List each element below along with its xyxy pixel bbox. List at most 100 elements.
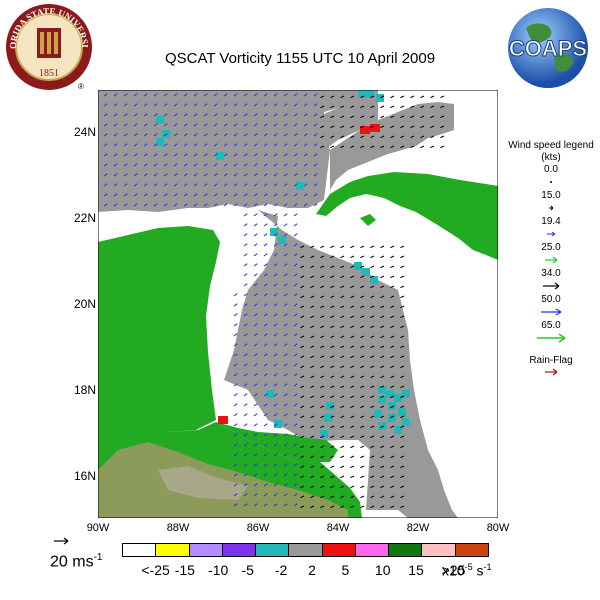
wind-vector (103, 163, 108, 167)
wind-vector (340, 435, 345, 439)
wind-vector (330, 505, 335, 509)
wind-vector (320, 445, 325, 449)
wind-vector (390, 255, 395, 259)
wind-vector (253, 123, 258, 127)
wind-vector (360, 505, 365, 509)
lat-label-24n: 24N (73, 125, 96, 139)
wind-vector (380, 315, 385, 319)
wind-vector (223, 113, 228, 117)
wind-vector (310, 495, 315, 499)
wind-vector (300, 375, 305, 379)
wind-vector (263, 143, 268, 147)
wind-legend-value: 19.4 (541, 216, 561, 227)
isle-of-youth (360, 214, 376, 226)
wind-vector (283, 453, 288, 457)
wind-vector (360, 115, 365, 119)
wind-vector (340, 95, 345, 99)
wind-vector (320, 255, 325, 259)
wind-vector (340, 405, 345, 409)
wind-vector (310, 415, 315, 419)
wind-legend-value: 65.0 (541, 320, 561, 331)
units-s: s (472, 562, 484, 579)
wind-vector (293, 223, 298, 227)
wind-vector (193, 193, 198, 197)
wind-vector (340, 485, 345, 489)
wind-vector (330, 145, 335, 149)
wind-vector (293, 163, 298, 167)
wind-vector (293, 253, 298, 257)
lon-label-82w: 82W (406, 522, 430, 534)
wind-vector (123, 123, 128, 127)
wind-vector (400, 135, 405, 139)
wind-vector (253, 133, 258, 137)
wind-vector (340, 105, 345, 109)
teal-cell (402, 390, 410, 398)
wind-vector (193, 153, 198, 157)
wind-vector (370, 405, 375, 409)
wind-vector (370, 425, 375, 429)
wind-vector (420, 115, 425, 119)
teal-cell (394, 426, 402, 434)
wind-vector (293, 103, 298, 107)
wind-vector (360, 415, 365, 419)
wind-vector (263, 283, 268, 287)
wind-vector (183, 163, 188, 167)
wind-vector (410, 135, 415, 139)
wind-vector (330, 355, 335, 359)
wind-vector (143, 153, 148, 157)
wind-vector (233, 353, 238, 357)
wind-vector (380, 445, 385, 449)
wind-vector (283, 263, 288, 267)
wind-vector (173, 153, 178, 157)
wind-vector (173, 103, 178, 107)
wind-vector (183, 173, 188, 177)
wind-vector (273, 173, 278, 177)
wind-vector (223, 133, 228, 137)
wind-legend-arrow (550, 181, 552, 183)
wind-vector (103, 93, 108, 97)
wind-vector (153, 113, 158, 117)
wind-vector (300, 405, 305, 409)
wind-vector (283, 393, 288, 397)
wind-vector (380, 505, 385, 509)
wind-vector (320, 395, 325, 399)
wind-vector (360, 255, 365, 259)
wind-vector (390, 455, 395, 459)
wind-vector (390, 355, 395, 359)
wind-vector (350, 335, 355, 339)
wind-vector (243, 223, 248, 227)
wind-vector (400, 295, 405, 299)
wind-vector (223, 93, 228, 97)
wind-vector (380, 425, 385, 429)
wind-vector (273, 393, 278, 397)
wind-vector (213, 103, 218, 107)
wind-vector (103, 113, 108, 117)
wind-vector (193, 203, 198, 207)
wind-vector (370, 265, 375, 269)
wind-vector (310, 285, 315, 289)
wind-vector (293, 403, 298, 407)
lat-label-20n: 20N (73, 297, 96, 311)
wind-vector (300, 385, 305, 389)
wind-vector (173, 113, 178, 117)
wind-vector (370, 475, 375, 479)
colorbar-swatch (389, 544, 423, 556)
wind-vector (113, 113, 118, 117)
wind-vector (283, 123, 288, 127)
wind-vector (273, 433, 278, 437)
wind-vector (310, 245, 315, 249)
wind-vector (253, 343, 258, 347)
wind-vector (380, 355, 385, 359)
wind-vector (133, 183, 138, 187)
wind-vector (143, 93, 148, 97)
swath-region (224, 210, 458, 518)
wind-vector (350, 455, 355, 459)
wind-vector (223, 193, 228, 197)
wind-vector (143, 123, 148, 127)
wind-vector (390, 335, 395, 339)
wind-vector (263, 493, 268, 497)
wind-vector (133, 103, 138, 107)
wind-vector (233, 113, 238, 117)
wind-vector (243, 123, 248, 127)
wind-vector (223, 203, 228, 207)
